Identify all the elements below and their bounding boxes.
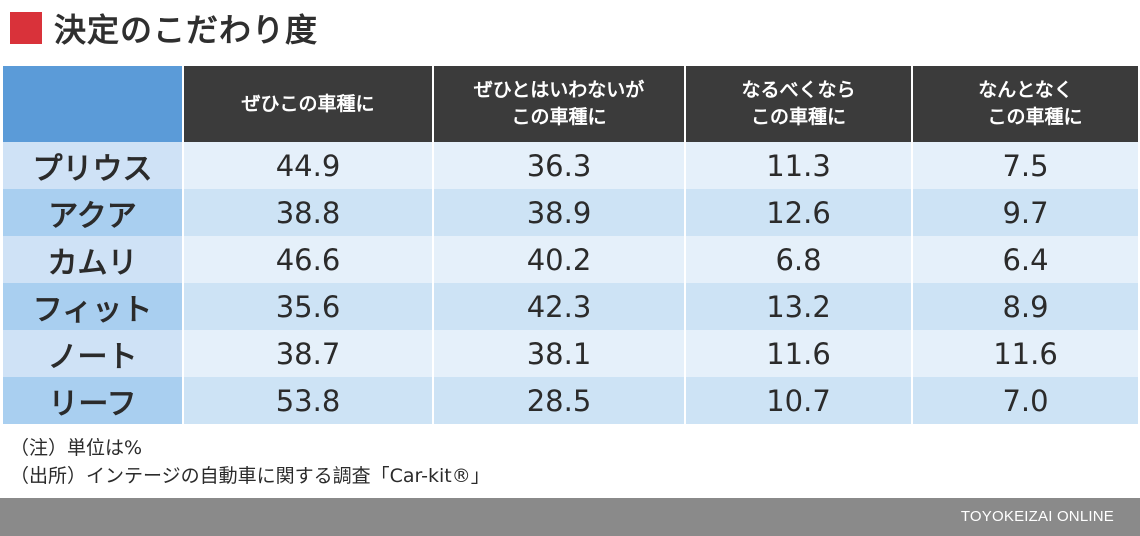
note-unit: （注）単位は% [10,437,143,459]
table-cell: 36.3 [434,142,686,189]
column-header-text: なんとなく この車種に [978,79,1083,128]
table-cell: 38.7 [184,330,434,377]
table-cell: 53.8 [184,377,434,424]
note-source: （出所）インテージの自動車に関する調査「Car-kit®」 [10,465,490,487]
table-row: アクア 38.8 38.9 12.6 9.7 [3,189,1138,236]
column-header-text: なるべくなら この車種に [741,79,856,128]
table-cell: 40.2 [434,236,686,283]
table-cell: 46.6 [184,236,434,283]
table-cell: 38.1 [434,330,686,377]
table-cell: 42.3 [434,283,686,330]
table-cell: 12.6 [686,189,913,236]
column-header: なるべくなら この車種に [686,66,913,142]
table-cell: 13.2 [686,283,913,330]
title-accent-square [10,12,42,44]
table-cell: 6.8 [686,236,913,283]
table-cell: 7.5 [913,142,1138,189]
brand-label: TOYOKEIZAI ONLINE [960,508,1114,525]
row-label: プリウス [3,142,184,189]
table-cell: 35.6 [184,283,434,330]
table-row: ノート 38.7 38.1 11.6 11.6 [3,330,1138,377]
page-title: 決定のこだわり度 [54,11,319,49]
table-cell: 8.9 [913,283,1138,330]
column-header-text: ぜひとはいわないが この車種に [473,79,645,128]
row-label: フィット [3,283,184,330]
table-cell: 6.4 [913,236,1138,283]
table-row: フィット 35.6 42.3 13.2 8.9 [3,283,1138,330]
table-cell: 7.0 [913,377,1138,424]
table-row: カムリ 46.6 40.2 6.8 6.4 [3,236,1138,283]
row-label: カムリ [3,236,184,283]
table-row: プリウス 44.9 36.3 11.3 7.5 [3,142,1138,189]
row-label: リーフ [3,377,184,424]
table-cell: 10.7 [686,377,913,424]
table-cell: 38.9 [434,189,686,236]
notes: （注）単位は% （出所）インテージの自動車に関する調査「Car-kit®」 [10,434,490,490]
table-cell: 11.6 [913,330,1138,377]
data-table: ぜひこの車種に ぜひとはいわないが この車種に なるべくなら この車種に なんと… [3,66,1138,424]
table-row: リーフ 53.8 28.5 10.7 7.0 [3,377,1138,424]
row-label: アクア [3,189,184,236]
table-cell: 38.8 [184,189,434,236]
footer-bar: TOYOKEIZAI ONLINE [0,498,1140,536]
title-block: 決定のこだわり度 [10,8,319,49]
table-cell: 28.5 [434,377,686,424]
table-cell: 44.9 [184,142,434,189]
column-header: ぜひこの車種に [184,66,434,142]
table-cell: 11.3 [686,142,913,189]
table-header-row: ぜひこの車種に ぜひとはいわないが この車種に なるべくなら この車種に なんと… [3,66,1138,142]
row-label: ノート [3,330,184,377]
table-corner-cell [3,66,184,142]
column-header: なんとなく この車種に [913,66,1138,142]
table-cell: 11.6 [686,330,913,377]
table-cell: 9.7 [913,189,1138,236]
column-header: ぜひとはいわないが この車種に [434,66,686,142]
